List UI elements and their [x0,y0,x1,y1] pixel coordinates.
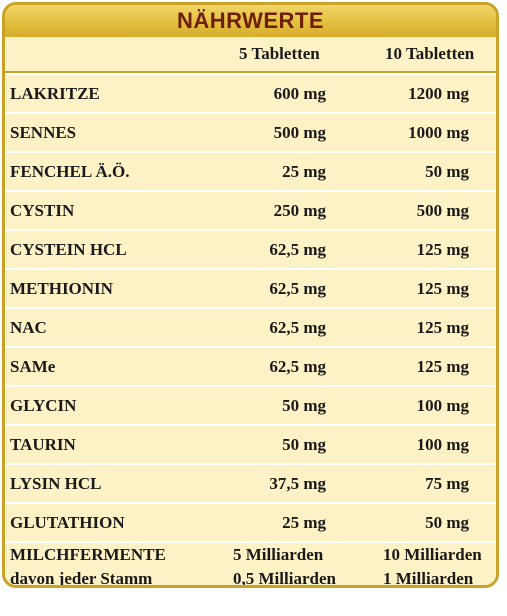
row-value-5: 62,5 mg [269,279,326,298]
row-value-5: 0,5 Milliarden [233,569,336,588]
nutrition-table: NÄHRWERTE 5 Tabletten 10 Tabletten LAKRI… [2,2,499,588]
row-value-10: 10 Milliarden [383,545,482,564]
table-row: SAMe 62,5 mg 125 mg [5,348,496,385]
row-value-10: 1200 mg [408,84,469,103]
row-name: MILCHFERMENTE [10,545,166,564]
row-divider [5,463,496,465]
row-value-5: 25 mg [282,513,326,532]
table-row: LAKRITZE 600 mg 1200 mg [5,75,496,112]
row-divider [5,541,496,543]
row-name: LAKRITZE [10,84,100,103]
row-divider [5,502,496,504]
row-value-10: 50 mg [425,162,469,181]
row-divider [5,190,496,192]
row-value-10: 125 mg [416,240,469,259]
row-value-5: 50 mg [282,435,326,454]
row-name: davon jeder Stamm [10,569,153,588]
row-value-5: 62,5 mg [269,318,326,337]
table-row: GLYCIN 50 mg 100 mg [5,387,496,424]
table-row: davon jeder Stamm 0,5 Milliarden 1 Milli… [5,567,496,588]
column-header-5-tabletten: 5 Tabletten [239,44,320,63]
row-value-5: 25 mg [282,162,326,181]
row-divider [5,112,496,114]
column-header-10-tabletten: 10 Tabletten [385,44,475,63]
row-value-5: 62,5 mg [269,240,326,259]
row-value-10: 100 mg [416,396,469,415]
row-value-10: 75 mg [425,474,469,493]
probiotic-block: MILCHFERMENTE 5 Milliarden 10 Milliarden… [5,543,496,588]
row-value-10: 50 mg [425,513,469,532]
row-name: CYSTEIN HCL [10,240,127,259]
row-name: FENCHEL Ä.Ö. [10,162,130,181]
column-header-row: 5 Tabletten 10 Tabletten [5,37,496,71]
row-name: NAC [10,318,47,337]
table-title: NÄHRWERTE [176,8,325,33]
row-name: GLUTATHION [10,513,125,532]
row-divider [5,307,496,309]
row-value-5: 500 mg [273,123,326,142]
row-name: TAURIN [10,435,76,454]
table-row: GLUTATHION 25 mg 50 mg [5,504,496,541]
row-value-10: 125 mg [416,318,469,337]
row-value-5: 50 mg [282,396,326,415]
row-value-10: 125 mg [416,357,469,376]
table-row: SENNES 500 mg 1000 mg [5,114,496,151]
row-value-5: 37,5 mg [269,474,326,493]
row-name: GLYCIN [10,396,77,415]
table-row: MILCHFERMENTE 5 Milliarden 10 Milliarden [5,543,496,567]
row-value-10: 1 Milliarden [383,569,474,588]
row-value-5: 600 mg [273,84,326,103]
header-divider [5,71,496,73]
row-value-10: 500 mg [416,201,469,220]
table-row: METHIONIN 62,5 mg 125 mg [5,270,496,307]
row-name: SENNES [10,123,77,142]
row-name: SAMe [10,357,56,376]
row-divider [5,424,496,426]
table-row: FENCHEL Ä.Ö. 25 mg 50 mg [5,153,496,190]
row-divider [5,229,496,231]
table-row: NAC 62,5 mg 125 mg [5,309,496,346]
row-name: LYSIN HCL [10,474,102,493]
row-divider [5,151,496,153]
row-value-5: 62,5 mg [269,357,326,376]
table-row: LYSIN HCL 37,5 mg 75 mg [5,465,496,502]
row-value-10: 100 mg [416,435,469,454]
row-value-5: 250 mg [273,201,326,220]
table-row: TAURIN 50 mg 100 mg [5,426,496,463]
title-bar [5,5,496,37]
table-row: CYSTIN 250 mg 500 mg [5,192,496,229]
row-divider [5,268,496,270]
row-value-10: 125 mg [416,279,469,298]
row-value-10: 1000 mg [408,123,469,142]
table-row: CYSTEIN HCL 62,5 mg 125 mg [5,231,496,268]
row-name: METHIONIN [10,279,113,298]
row-divider [5,346,496,348]
row-name: CYSTIN [10,201,75,220]
row-divider [5,385,496,387]
row-value-5: 5 Milliarden [233,545,324,564]
